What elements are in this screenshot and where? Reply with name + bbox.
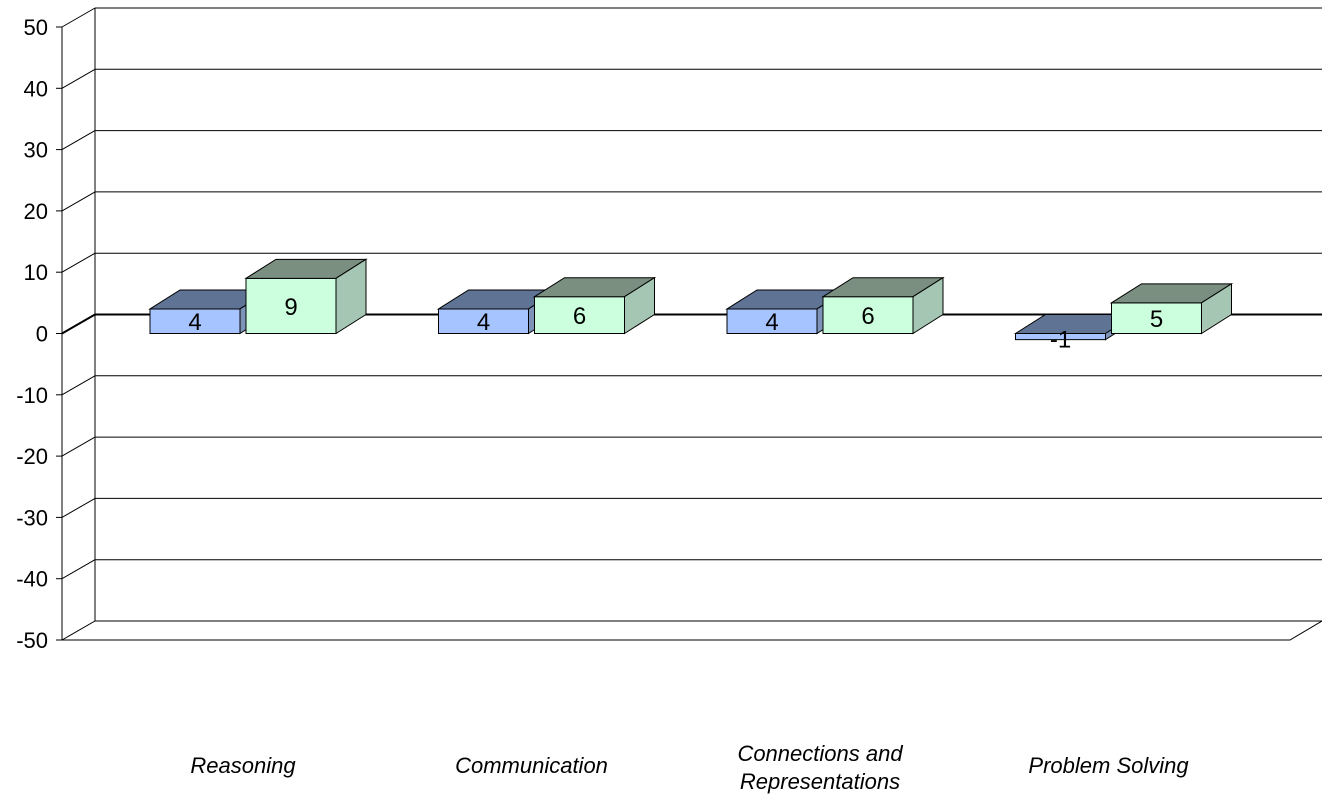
y-tick-label: 20 <box>24 199 48 224</box>
gridline-side <box>62 131 95 150</box>
y-tick-label: -50 <box>16 628 48 653</box>
data-label: 5 <box>1150 306 1163 333</box>
data-label: 6 <box>573 303 586 330</box>
bar <box>1112 284 1232 334</box>
gridline-side <box>62 253 95 272</box>
y-axis: 50 40 30 20 10 0 -10 -20 -30 -40 -50 <box>16 15 62 653</box>
y-tick-label: 40 <box>24 76 48 101</box>
zero-line-side <box>62 315 95 334</box>
gridline-side <box>62 560 95 579</box>
data-label: 6 <box>861 303 874 330</box>
data-label: 4 <box>188 309 201 336</box>
gridline-side <box>62 69 95 88</box>
data-label: 4 <box>477 309 490 336</box>
gridline-side <box>62 192 95 211</box>
x-axis-categories: Reasoning Communication Connections and Rep… <box>190 741 1189 794</box>
bar <box>535 278 655 334</box>
data-label: 9 <box>284 294 297 321</box>
y-tick-label: 30 <box>24 138 48 163</box>
gridline-side <box>62 8 95 27</box>
category-label: Connections and Representations <box>737 741 903 794</box>
y-tick-label: -10 <box>16 383 48 408</box>
category-label: Communication <box>455 753 608 778</box>
data-label: 4 <box>765 309 778 336</box>
y-tick-label: 10 <box>24 260 48 285</box>
gridline-side <box>62 498 95 517</box>
gridline-side <box>62 437 95 456</box>
y-tick-label: -40 <box>16 567 48 592</box>
category-label: Reasoning <box>190 753 296 778</box>
floor <box>62 621 1322 640</box>
category-label-line: Representations <box>740 769 900 794</box>
category-label-line: Connections and <box>737 741 903 766</box>
y-tick-label: 0 <box>36 322 48 347</box>
bar <box>246 259 366 333</box>
y-tick-label: 50 <box>24 15 48 40</box>
y-tick-label: -30 <box>16 505 48 530</box>
y-tick-label: -20 <box>16 444 48 469</box>
bar <box>823 278 943 334</box>
gridline-side <box>62 376 95 395</box>
category-label: Problem Solving <box>1028 753 1189 778</box>
data-label: -1 <box>1050 327 1071 354</box>
